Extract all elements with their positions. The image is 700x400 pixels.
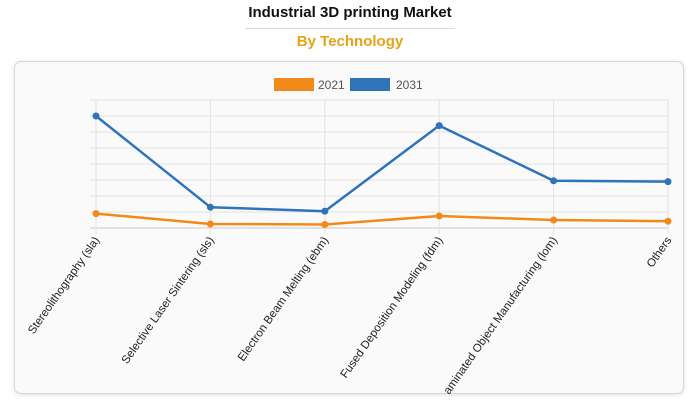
data-point-2021[interactable] <box>435 212 443 220</box>
series-line-2031 <box>95 115 669 213</box>
legend-swatch <box>350 78 390 91</box>
legend[interactable]: 2021 2031 <box>274 78 423 92</box>
grid <box>90 99 669 234</box>
series-layer <box>92 112 672 228</box>
legend-label: 2031 <box>396 78 423 92</box>
chart-title: Industrial 3D printing Market <box>248 4 452 21</box>
data-point-2031[interactable] <box>92 112 100 120</box>
x-axis-labels: Stereolithography (sla) Selective Laser S… <box>26 235 674 397</box>
legend-swatch <box>274 78 314 91</box>
chart-subtitle: By Technology <box>296 33 404 50</box>
x-tick-label: Others <box>645 235 675 270</box>
data-point-2021[interactable] <box>206 220 214 228</box>
data-point-2021[interactable] <box>92 210 100 218</box>
x-tick-label: aminated Object Manufacturing (lom) <box>442 235 560 397</box>
data-point-2031[interactable] <box>321 207 329 215</box>
data-point-2031[interactable] <box>206 203 214 211</box>
data-point-2021[interactable] <box>321 220 329 228</box>
x-tick-label: Selective Laser Sintering (sls) <box>120 235 217 367</box>
data-point-2021[interactable] <box>664 217 672 225</box>
data-point-2031[interactable] <box>435 122 443 130</box>
legend-item-2031[interactable]: 2031 <box>350 78 423 92</box>
legend-item-2021[interactable]: 2021 <box>274 78 345 92</box>
legend-label: 2021 <box>318 78 345 92</box>
data-point-2031[interactable] <box>550 177 558 185</box>
title-divider <box>245 28 455 29</box>
x-tick-label: Electron Beam Melting (ebm) <box>236 235 331 364</box>
series-line-2021 <box>95 212 669 226</box>
x-tick-label: Stereolithography (sla) <box>26 235 102 337</box>
data-point-2021[interactable] <box>550 216 558 224</box>
data-point-2031[interactable] <box>664 178 672 186</box>
x-tick-label: Fused Deposition Modeling (fdm) <box>339 235 446 381</box>
